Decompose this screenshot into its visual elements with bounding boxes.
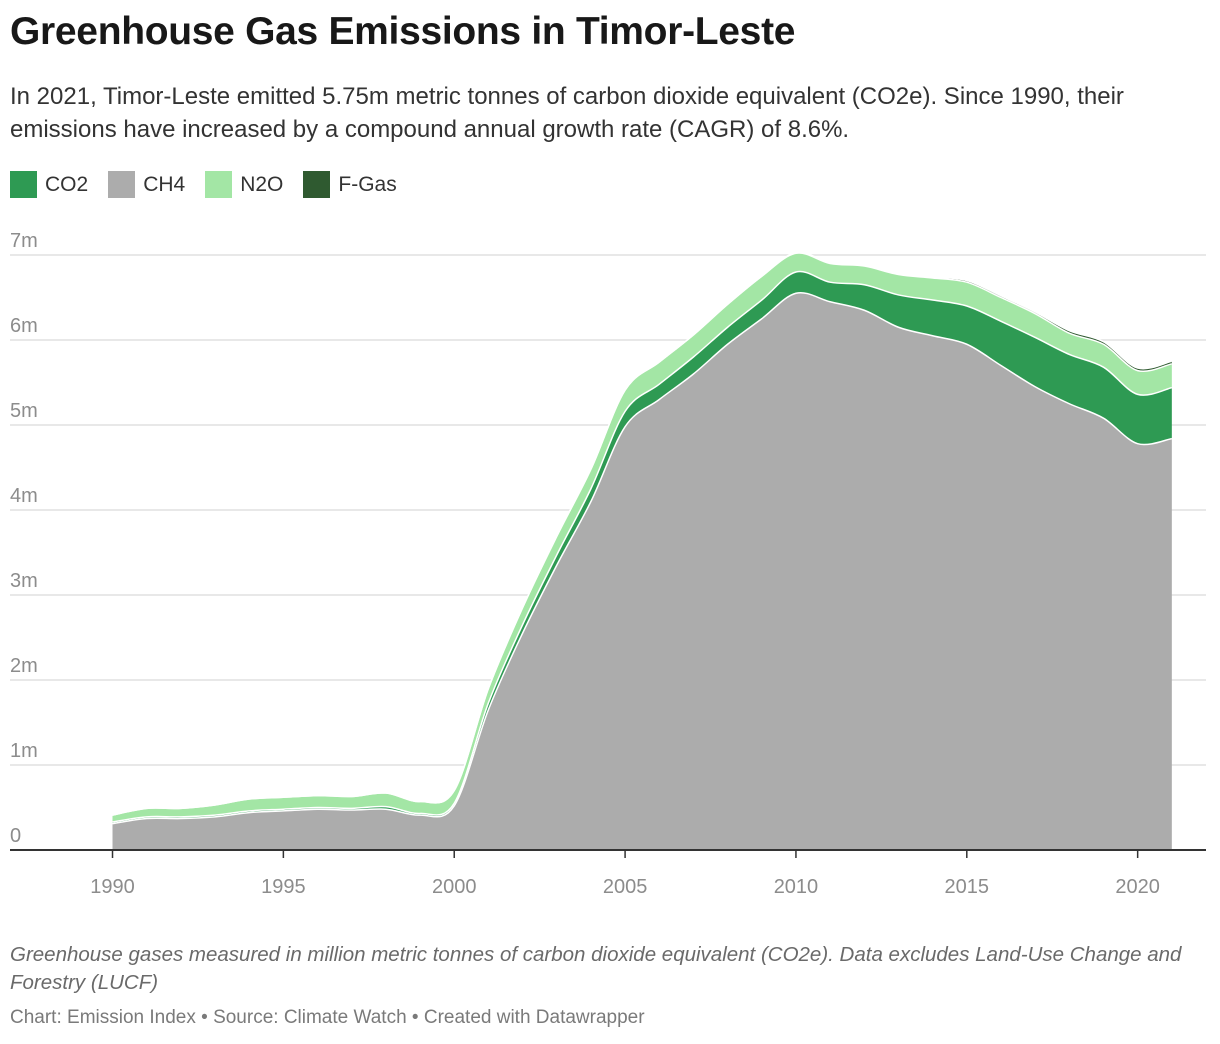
chart-title: Greenhouse Gas Emissions in Timor-Leste (10, 10, 796, 53)
separator-ch4 (112, 291, 1172, 825)
chart-note: Greenhouse gases measured in million met… (10, 943, 1182, 994)
x-tick-label: 1995 (261, 876, 306, 898)
area-ch4 (112, 292, 1172, 851)
x-tick-label: 2020 (1115, 876, 1160, 898)
chart-credit: Chart: Emission Index • Source: Climate … (10, 1007, 645, 1028)
legend-swatch-n2o (205, 171, 233, 198)
legend-swatch-fgas (303, 171, 331, 198)
legend-item-co2: CO2 (10, 171, 88, 198)
y-tick-label: 2m (10, 655, 38, 677)
legend-label-ch4: CH4 (143, 172, 186, 196)
x-tick-label: 2010 (774, 876, 819, 898)
y-tick-label: 0 (10, 825, 21, 847)
stacked-area-chart: 0 1m 2m 3m 4m 5m 6m 7m 1990 1995 2000 2005 2010 2015 2… (10, 230, 1206, 898)
legend-label-fgas: F-Gas (338, 172, 397, 196)
chart-subtitle: In 2021, Timor-Leste emitted 5.75m metri… (10, 83, 1124, 143)
x-tick-label: 1990 (90, 876, 135, 898)
legend-label-co2: CO2 (45, 172, 89, 196)
legend-label-n2o: N2O (240, 172, 284, 196)
y-tick-label: 1m (10, 740, 38, 762)
axes: 0 1m 2m 3m 4m 5m 6m 7m 1990 1995 2000 2005 2010 2015 2… (10, 230, 1206, 898)
y-tick-label: 7m (10, 230, 38, 252)
area-series (112, 251, 1173, 851)
legend: CO2 CH4 N2O F-Gas (10, 171, 397, 198)
separator-fgas (112, 251, 1173, 816)
y-tick-label: 4m (10, 485, 38, 507)
y-tick-label: 6m (10, 315, 38, 337)
legend-item-fgas: F-Gas (303, 171, 397, 198)
y-tick-label: 3m (10, 570, 38, 592)
legend-item-n2o: N2O (205, 171, 283, 198)
x-tick-label: 2005 (603, 876, 648, 898)
x-tick-label: 2000 (432, 876, 477, 898)
separator-co2 (112, 270, 1173, 823)
legend-item-ch4: CH4 (108, 171, 185, 198)
legend-swatch-ch4 (108, 171, 136, 198)
x-tick-label: 2015 (945, 876, 990, 898)
legend-swatch-co2 (10, 171, 37, 198)
y-tick-label: 5m (10, 400, 38, 422)
